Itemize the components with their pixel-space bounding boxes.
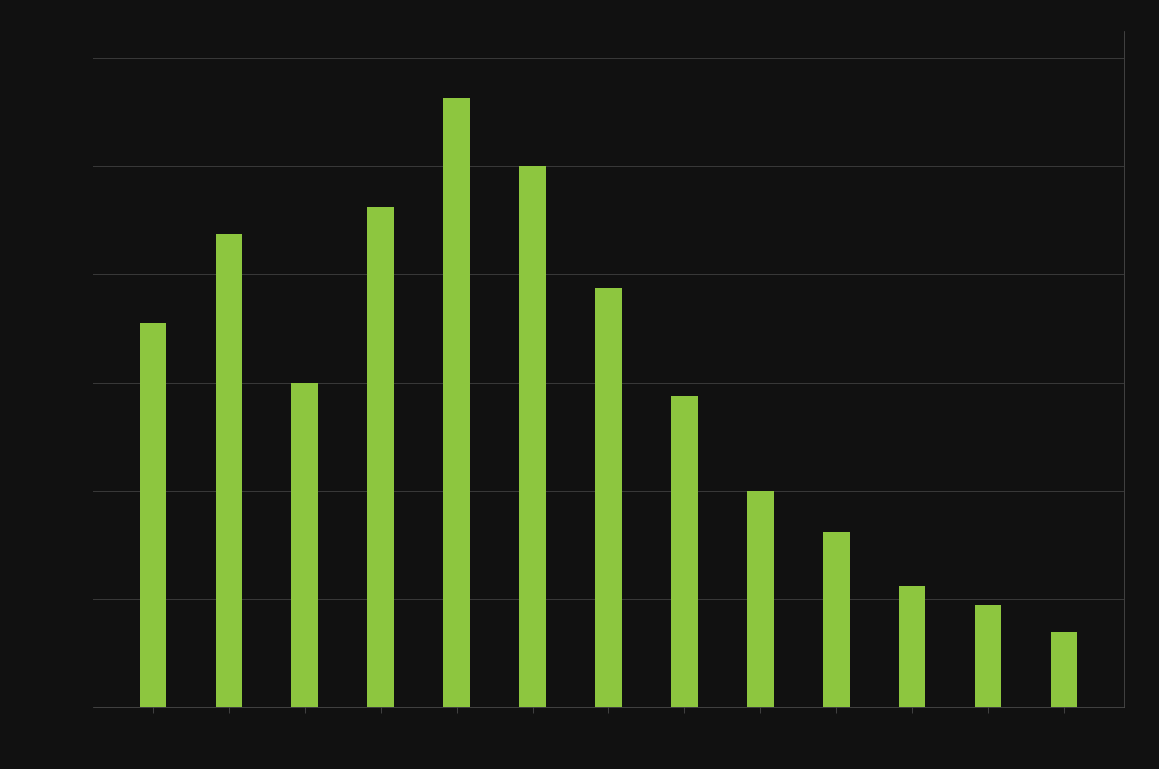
Bar [975, 604, 1001, 707]
Bar [748, 491, 773, 707]
Bar [216, 234, 242, 707]
Bar [1051, 631, 1078, 707]
Bar [291, 383, 318, 707]
Bar [519, 166, 546, 707]
Bar [671, 396, 698, 707]
Bar [823, 531, 850, 707]
Bar [139, 323, 166, 707]
Bar [596, 288, 621, 707]
Bar [899, 586, 926, 707]
Bar [367, 207, 394, 707]
Bar [444, 98, 469, 707]
